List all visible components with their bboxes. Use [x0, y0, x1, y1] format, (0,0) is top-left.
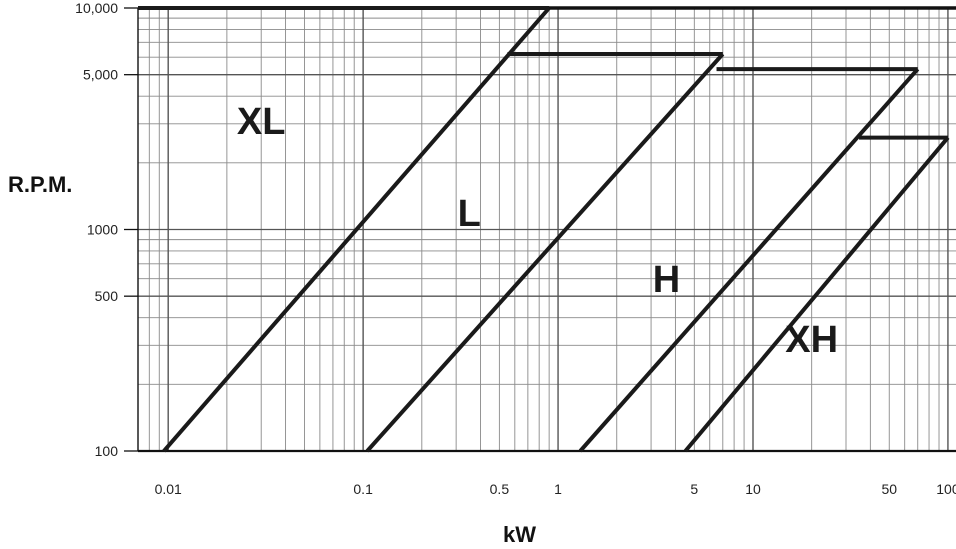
y-axis-title: R.P.M.: [8, 172, 72, 197]
region-label-xl: XL: [237, 101, 286, 143]
boundary-line-3: [578, 67, 920, 453]
y-axis-tick-labels: 10,000 5,000 1000 500 100: [75, 0, 138, 459]
x-tick-label: 100: [936, 481, 956, 497]
x-axis-title: kW: [503, 522, 536, 547]
x-tick-label: 0.5: [490, 481, 510, 497]
x-axis-tick-labels: 0.01 0.1 0.5 1 5 10 50 100: [155, 481, 956, 497]
x-tick-label: 5: [690, 481, 698, 497]
y-tick-label: 5,000: [83, 67, 118, 83]
y-tick-label: 500: [95, 288, 119, 304]
boundary-line-1: [162, 6, 551, 453]
region-labels: XL L H XH: [237, 101, 838, 361]
x-tick-label: 50: [881, 481, 897, 497]
x-tick-label: 0.1: [353, 481, 373, 497]
region-label-xh: XH: [785, 319, 838, 361]
boundary-line-2: [365, 52, 725, 453]
y-tick-label: 1000: [87, 222, 118, 238]
y-tick-label: 100: [95, 443, 119, 459]
region-label-l: L: [458, 193, 481, 235]
x-tick-label: 0.01: [155, 481, 182, 497]
x-tick-label: 10: [745, 481, 761, 497]
region-label-h: H: [653, 259, 680, 301]
boundary-lines: [138, 6, 950, 453]
boundary-line-4: [683, 136, 950, 453]
x-tick-label: 1: [554, 481, 562, 497]
y-tick-label: 10,000: [75, 0, 118, 16]
